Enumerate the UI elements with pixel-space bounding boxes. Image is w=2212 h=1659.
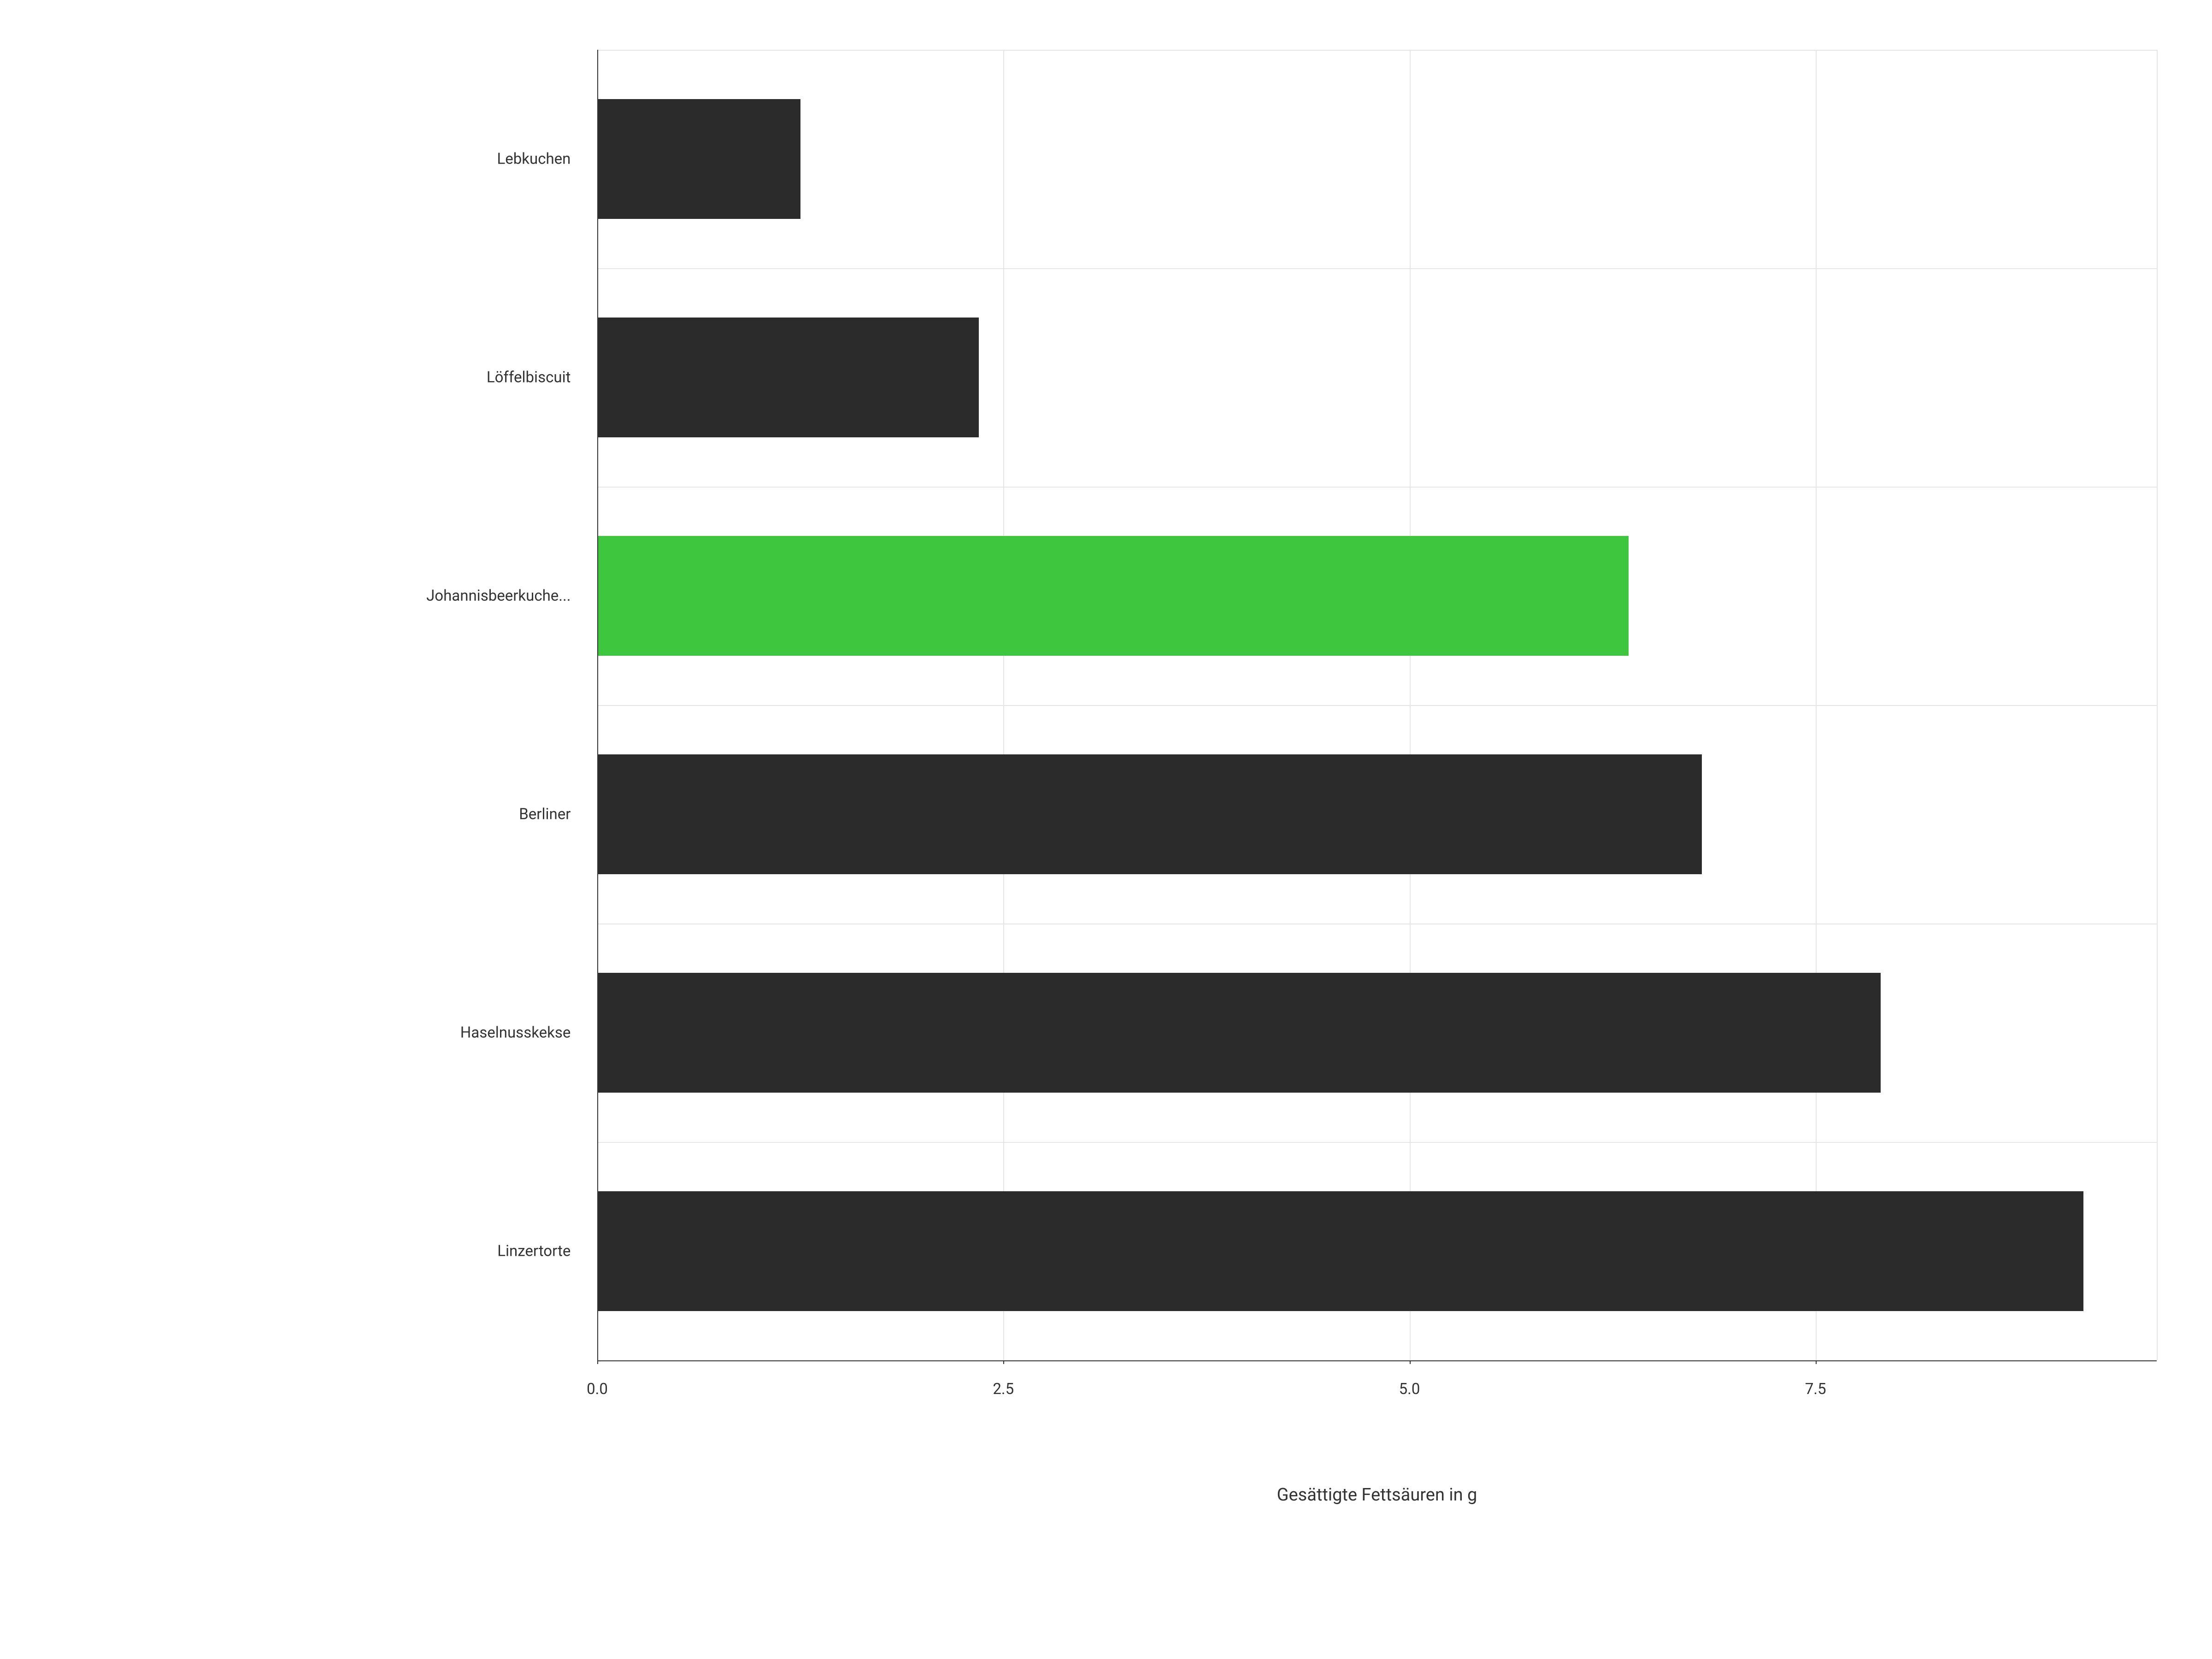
x-axis-line xyxy=(597,1360,2157,1361)
y-axis-line xyxy=(597,50,598,1360)
y-tick-label: Berliner xyxy=(519,806,571,824)
y-tick-label: Lebkuchen xyxy=(497,150,571,168)
grid-line xyxy=(2157,50,2158,1360)
y-tick-label: Johannisbeerkuche... xyxy=(426,587,571,605)
x-tick xyxy=(1410,1360,1411,1364)
grid-line xyxy=(597,268,2157,269)
x-tick-label: 0.0 xyxy=(587,1380,608,1398)
y-tick-label: Haselnusskekse xyxy=(460,1024,571,1042)
x-axis-title: Gesättigte Fettsäuren in g xyxy=(1277,1485,1477,1505)
x-tick xyxy=(1816,1360,1817,1364)
bar xyxy=(597,536,1629,656)
x-tick-label: 7.5 xyxy=(1805,1380,1826,1398)
x-tick xyxy=(597,1360,598,1364)
grid-line xyxy=(597,705,2157,706)
grid-line xyxy=(597,50,2157,51)
plot-area xyxy=(597,50,2157,1360)
bar xyxy=(597,973,1881,1093)
x-tick-label: 2.5 xyxy=(993,1380,1014,1398)
bar xyxy=(597,99,800,219)
bar xyxy=(597,318,979,438)
grid-line xyxy=(597,487,2157,488)
y-tick-label: Linzertorte xyxy=(497,1242,571,1260)
bar xyxy=(597,1191,2083,1312)
x-tick-label: 5.0 xyxy=(1399,1380,1420,1398)
x-tick xyxy=(1003,1360,1004,1364)
grid-line xyxy=(597,1142,2157,1143)
bar xyxy=(597,754,1702,875)
y-tick-label: Löffelbiscuit xyxy=(487,369,571,387)
bar-chart: Lebkuchen Löffelbiscuit Johannisbeerkuche.… xyxy=(0,0,2212,1659)
